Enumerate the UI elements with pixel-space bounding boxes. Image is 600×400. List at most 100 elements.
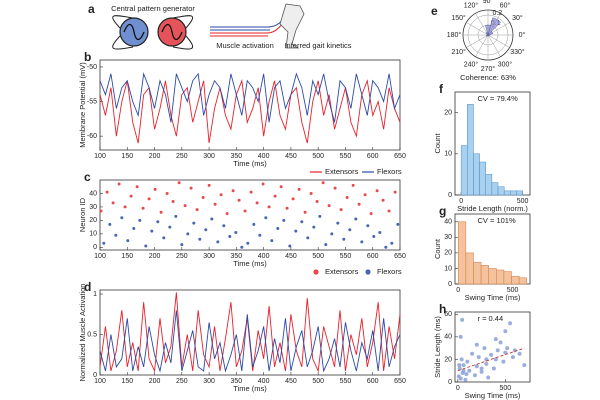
wave [123,23,145,41]
point [303,210,307,214]
loop-arrow [112,35,194,50]
y-tick-label: 10 [444,151,452,158]
point [180,243,184,247]
point [369,212,373,216]
point [479,366,484,371]
theta-tick-label: 300° [498,60,513,68]
point [120,216,124,220]
point [204,228,208,232]
panel-letter: c [84,170,91,184]
polar-bar [487,17,502,36]
point [333,186,337,190]
x-tick-label: 300 [203,378,215,385]
x-tick-label: 200 [149,378,161,385]
y-tick-label: 0 [93,244,97,251]
legend-label: Extensors [325,167,359,176]
point [114,233,118,237]
point [457,366,462,371]
signal-line [210,26,270,31]
point [141,206,145,210]
point [484,361,489,366]
point [294,229,298,233]
x-axis-label: Swing Time (ms) [465,293,521,302]
y-tick-label: 30 [89,204,97,211]
plot-frame [454,311,531,383]
y-tick-label: 0 [448,192,452,199]
point [246,241,250,245]
polar-bar [485,24,491,36]
point [198,237,202,241]
point [138,218,142,222]
y-tick-label: 30 [444,234,452,241]
panel-letter: a [88,2,95,16]
polar-spoke [475,13,489,36]
point [213,202,217,206]
point [153,187,157,191]
point [493,357,498,362]
point [510,355,515,360]
point [372,235,376,239]
panel-a: a Central pattern generator Muscle activ… [88,2,352,50]
point [201,196,205,199]
point [384,245,388,249]
theta-tick-label: 120° [464,1,479,9]
point [482,346,487,351]
point [505,346,510,351]
point [457,363,462,368]
x-tick-label: 0 [459,198,463,205]
x-tick-label: 650 [394,253,406,260]
loop-arrow [112,15,194,29]
y-tick-label: 0.5 [87,331,97,338]
point [479,369,484,374]
bar [460,145,468,196]
legend-label: Flexors [377,267,402,276]
theta-tick-label: 0° [519,31,526,39]
panel-letter: g [439,204,446,218]
point [390,241,394,245]
point [126,239,130,243]
point [111,201,115,205]
point [222,224,226,228]
point [108,222,112,226]
point [476,355,481,360]
y-tick-label: 20 [89,217,97,224]
y-tick-label: 40 [444,334,452,341]
legend-swatch [365,269,371,275]
x-tick-label: 300 [203,253,215,260]
plot-frame [99,59,401,151]
x-tick-label: 600 [367,153,379,160]
panel-letter: b [84,50,91,64]
point [324,243,328,247]
point [240,245,244,249]
y-tick-label: 20 [444,250,452,257]
point [297,187,301,191]
point [159,210,163,214]
point [321,181,325,185]
point [144,244,148,248]
x-tick-label: 250 [176,378,188,385]
point [255,201,259,205]
point [285,206,289,210]
bar [496,269,505,285]
polar-bar [487,34,490,36]
x-tick-label: 100 [94,253,106,260]
y-axis-label: Normalized Muscle Activation [78,284,87,382]
x-tick-label: 650 [394,378,406,385]
bar [473,153,480,196]
point [493,337,498,342]
x-tick-label: 500 [517,198,529,205]
point [306,236,310,240]
point [461,363,466,368]
x-tick-label: 250 [176,153,188,160]
point [366,224,370,228]
leg-sketch [279,3,305,49]
point [522,363,527,368]
x-tick-label: 100 [94,378,106,385]
r-tick-label: 0.2 [492,10,502,17]
point [498,340,503,345]
point [192,221,196,225]
bar [473,261,482,285]
point [243,209,247,213]
y-tick-label: 10 [444,265,452,272]
